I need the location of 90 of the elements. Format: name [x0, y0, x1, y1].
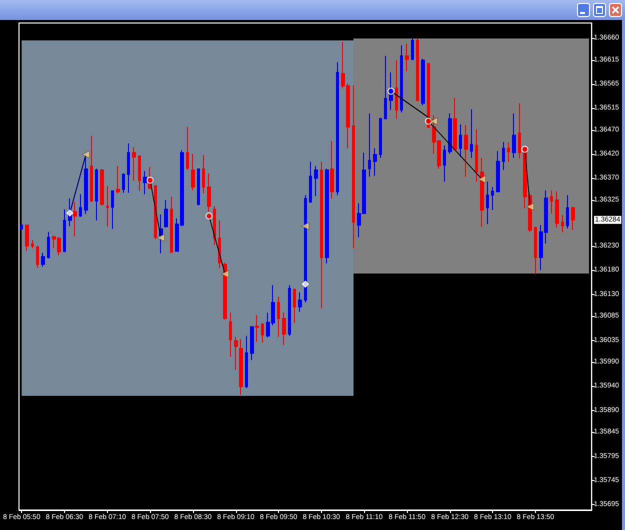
- candlestick: [566, 194, 569, 230]
- candlestick: [443, 144, 446, 182]
- candlestick: [336, 62, 339, 196]
- candlestick: [261, 322, 264, 344]
- candlestick: [453, 97, 457, 151]
- candlestick: [282, 312, 286, 346]
- candlestick: [470, 108, 473, 158]
- candlestick: [250, 326, 254, 361]
- candlestick: [20, 224, 23, 230]
- candlestick: [421, 58, 425, 106]
- candlestick: [502, 141, 505, 171]
- candlestick: [298, 292, 302, 312]
- point: [66, 210, 74, 217]
- candlestick: [164, 200, 168, 228]
- candlestick: [475, 128, 478, 182]
- candlestick: [245, 335, 248, 389]
- candlestick: [229, 312, 232, 358]
- candlestick: [127, 142, 130, 194]
- point: [430, 117, 438, 125]
- candlestick: [154, 184, 157, 240]
- point: [387, 88, 394, 95]
- candlestick: [507, 142, 510, 162]
- candlestick: [561, 214, 564, 233]
- candlestick: [571, 206, 575, 230]
- point: [478, 175, 486, 184]
- point: [521, 146, 528, 153]
- point: [221, 270, 229, 278]
- point: [206, 212, 213, 220]
- candlestick: [373, 148, 377, 176]
- candlestick: [395, 60, 398, 120]
- candlestick: [79, 194, 82, 218]
- candlestick: [197, 168, 200, 206]
- candlestick: [25, 224, 29, 252]
- candlestick: [320, 161, 323, 309]
- candlestick: [314, 166, 318, 197]
- candlestick: [293, 288, 296, 324]
- candlestick: [95, 168, 98, 221]
- candlestick: [464, 124, 468, 178]
- candlestick: [143, 170, 147, 195]
- candlestick: [277, 296, 280, 338]
- point: [157, 234, 165, 242]
- candlestick: [223, 262, 227, 320]
- candlestick: [122, 172, 125, 194]
- candlestick: [202, 154, 205, 194]
- candlestick: [41, 252, 45, 268]
- candlestick: [186, 126, 189, 171]
- point: [424, 118, 432, 125]
- candlestick: [330, 140, 334, 200]
- candlestick: [368, 112, 371, 178]
- candlestick: [405, 43, 409, 72]
- point: [82, 150, 90, 158]
- candlestick: [116, 166, 120, 194]
- candlestick: [352, 84, 355, 249]
- candlestick: [234, 336, 238, 370]
- candlestick: [288, 284, 291, 336]
- candlestick: [309, 161, 312, 204]
- candlestick: [325, 168, 329, 264]
- candlestick: [555, 190, 559, 228]
- candlestick: [255, 314, 259, 342]
- candlestick: [496, 150, 500, 193]
- candlestick: [480, 157, 484, 228]
- candlestick: [47, 231, 50, 260]
- candlestick: [416, 38, 419, 102]
- candlestick: [491, 186, 494, 211]
- candlestick: [191, 153, 195, 191]
- candlestick: [63, 208, 66, 253]
- candlestick: [459, 124, 462, 158]
- candlestick: [138, 155, 141, 192]
- candlestick: [106, 185, 109, 228]
- candlestick: [411, 38, 414, 61]
- candlestick: [512, 112, 516, 158]
- candlestick: [239, 338, 243, 396]
- candlestick: [400, 44, 403, 113]
- candlestick: [111, 190, 114, 230]
- candlestick: [90, 135, 93, 202]
- candlestick: [100, 168, 104, 206]
- candlestick: [486, 181, 489, 225]
- candlestick: [132, 146, 136, 182]
- point: [526, 202, 534, 211]
- candlestick: [170, 196, 173, 253]
- point: [146, 176, 154, 184]
- candlestick: [534, 226, 537, 274]
- candlestick: [550, 190, 553, 214]
- candlestick: [448, 112, 452, 154]
- candlestick: [36, 245, 39, 268]
- point: [302, 280, 309, 288]
- candlestick: [31, 240, 34, 249]
- candlestick: [73, 201, 77, 237]
- point: [302, 222, 310, 230]
- candlestick: [379, 117, 382, 158]
